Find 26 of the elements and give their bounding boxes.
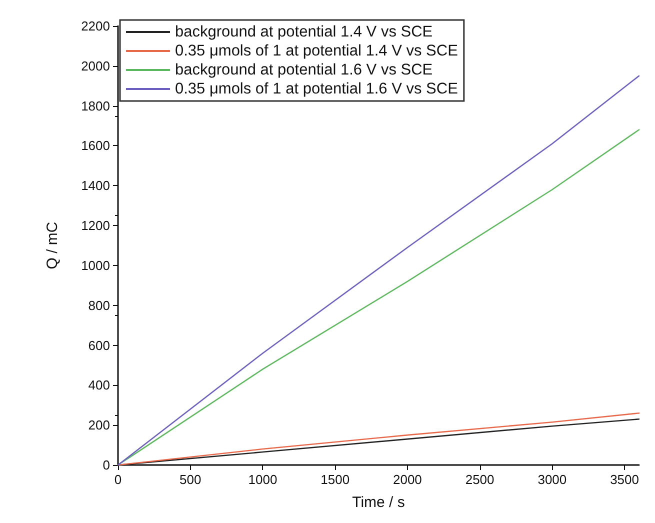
- x-tick-label: 1000: [248, 472, 278, 487]
- y-tick-label: 1200: [81, 218, 110, 234]
- y-tick-label: 800: [88, 298, 110, 313]
- y-tick-label: 1000: [81, 258, 110, 273]
- legend-label: background at potential 1.6 V vs SCE: [175, 62, 433, 78]
- x-tick-label: 2500: [465, 472, 494, 487]
- x-tick-label: 500: [180, 472, 202, 487]
- y-axis-title: Q / mC: [44, 222, 61, 270]
- y-tick-label: 600: [88, 338, 110, 353]
- y-tick-label: 400: [88, 378, 110, 393]
- y-tick-label: 1800: [81, 98, 110, 114]
- y-tick-label: 2200: [81, 18, 110, 34]
- x-tick-label: 0: [114, 472, 122, 487]
- y-tick-label: 0: [102, 458, 110, 472]
- x-tick-label: 2000: [392, 472, 422, 487]
- x-tick-label: 1500: [320, 472, 350, 487]
- y-tick-label: 1400: [81, 178, 110, 194]
- x-tick-label: 3500: [610, 472, 639, 487]
- x-axis-title: Time / s: [352, 494, 405, 511]
- legend-label: 0.35 μmols of 1 at potential 1.6 V vs SCE: [175, 80, 458, 98]
- legend-label: background at potential 1.4 V vs SCE: [175, 24, 433, 40]
- legend-label: 0.35 μmols of 1 at potential 1.4 V vs SCE: [175, 42, 458, 60]
- x-tick-label: 3000: [538, 472, 567, 487]
- y-tick-label: 1600: [81, 138, 110, 154]
- y-tick-label: 2000: [81, 58, 110, 74]
- y-tick-label: 200: [88, 418, 110, 433]
